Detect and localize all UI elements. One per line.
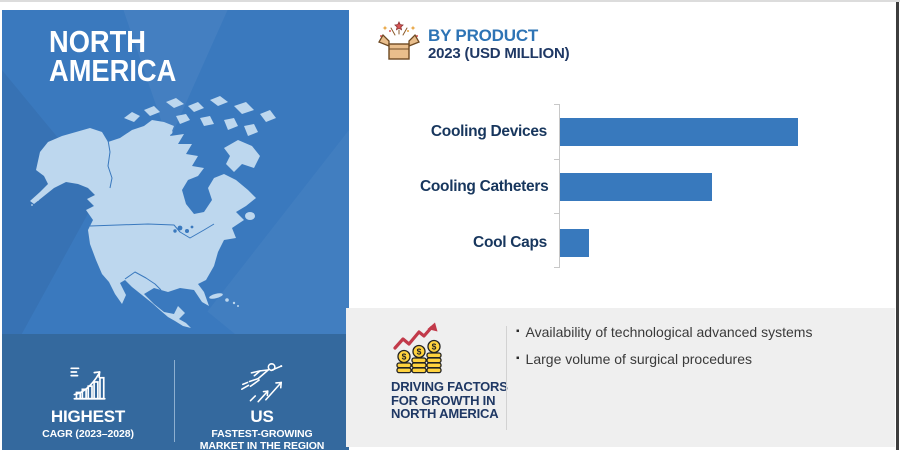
driving-factors-divider — [506, 326, 507, 430]
chart-title: BY PRODUCT — [428, 26, 539, 45]
stat-title: US — [250, 407, 274, 426]
svg-text:$: $ — [417, 347, 422, 357]
north-america-map — [30, 96, 276, 328]
stats-divider — [174, 360, 175, 442]
bar-label-cooling-catheters: Cooling Catheters — [420, 178, 549, 195]
square-bullet-icon: ▪ — [516, 326, 520, 337]
svg-text:$: $ — [402, 352, 407, 362]
stat-subtitle: FASTEST-GROWING MARKET IN THE REGION — [199, 428, 325, 450]
driving-factors-list: ▪ Availability of technological advanced… — [516, 324, 876, 378]
bar-cooling-devices — [560, 118, 798, 146]
svg-text:$: $ — [432, 342, 437, 352]
region-title: NORTH AMERICA — [49, 24, 177, 88]
chart-axis-line — [559, 104, 560, 268]
chart-subtitle: 2023 (USD MILLION) — [428, 45, 570, 62]
stat-us-fastest-growing: US FASTEST-GROWING MARKET IN THE REGION — [175, 334, 349, 450]
product-box-icon — [376, 19, 422, 65]
stat-highest-cagr: HIGHEST CAGR (2023–2028) — [2, 334, 174, 450]
bar-cool-caps — [560, 229, 589, 257]
axis-tick — [554, 104, 559, 105]
region-title-line1: NORTH — [49, 24, 146, 59]
region-panel: NORTH AMERICA — [2, 10, 349, 450]
axis-tick — [554, 159, 559, 160]
right-border-line — [896, 2, 899, 450]
chart-header: BY PRODUCT 2023 (USD MILLION) — [428, 26, 570, 63]
driving-factors-panel: $ $ $ DRIVING FACTORS FOR GROWTH IN NORTH … — [346, 308, 895, 447]
stat-title: HIGHEST — [50, 407, 126, 426]
stat-subtitle: CAGR (2023–2028) — [42, 428, 134, 440]
axis-tick — [554, 213, 559, 214]
fast-growth-icon — [241, 363, 283, 403]
bar-cooling-catheters — [560, 173, 712, 201]
driving-factors-title: DRIVING FACTORS FOR GROWTH IN NORTH AMER… — [391, 379, 508, 421]
square-bullet-icon: ▪ — [516, 353, 520, 364]
axis-tick — [554, 267, 559, 268]
bar-label-cooling-devices: Cooling Devices — [430, 123, 547, 140]
top-divider-line — [0, 0, 900, 2]
region-title-line2: AMERICA — [49, 53, 177, 88]
region-stats-band: HIGHEST CAGR (2023–2028) — [2, 334, 349, 450]
bar-label-cool-caps: Cool Caps — [473, 234, 547, 251]
coins-growth-icon: $ $ $ — [390, 320, 448, 378]
driving-factor-item: ▪ Large volume of surgical procedures — [516, 351, 753, 367]
growth-chart-icon — [70, 367, 106, 400]
driving-factor-item: ▪ Availability of technological advanced… — [516, 324, 813, 340]
